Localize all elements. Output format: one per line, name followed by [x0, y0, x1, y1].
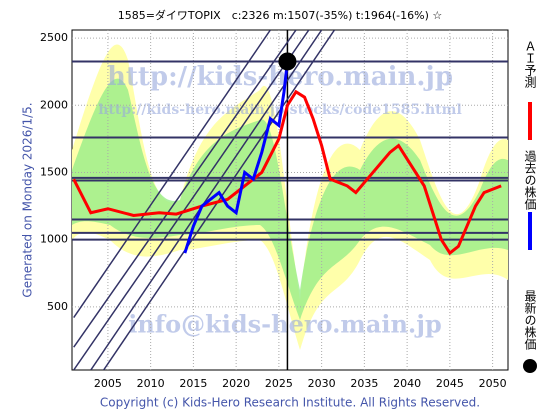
x-tick-label: 2025: [265, 377, 293, 390]
trend-line: [73, 30, 297, 348]
trend-line: [73, 30, 271, 319]
legend-label: 最新の株価: [523, 290, 537, 350]
copyright: Copyright (c) Kids-Hero Research Institu…: [100, 396, 480, 410]
y-tick-label: 2000: [40, 98, 68, 111]
x-tick-label: 2005: [94, 377, 122, 390]
x-tick-label: 2035: [350, 377, 378, 390]
x-tick-label: 2050: [479, 377, 507, 390]
legend-label: ＡＩ予測: [523, 40, 537, 89]
x-tick-label: 2020: [222, 377, 250, 390]
series-line: [72, 89, 502, 256]
bands: [72, 44, 508, 351]
y-tick-label: 1000: [40, 233, 68, 246]
y-tick-label: 500: [47, 300, 68, 313]
x-tick-label: 2030: [308, 377, 336, 390]
x-tick-label: 2015: [179, 377, 207, 390]
y-tick-label: 2500: [40, 31, 68, 44]
plot-lines: [72, 30, 508, 370]
x-tick-label: 2045: [436, 377, 464, 390]
chart-title: 1585=ダイワTOPIX c:2326 m:1507(-35%) t:1964…: [118, 8, 443, 22]
watermark: info@kids-hero.main.jp: [128, 310, 442, 339]
x-tick-label: 2010: [137, 377, 165, 390]
trend-line: [103, 30, 336, 370]
side-note: Generated on Monday 2026/1/5.: [21, 102, 35, 297]
legend-label: 過去の株価: [523, 150, 537, 210]
legend-swatch: [523, 359, 537, 373]
series-line: [183, 61, 289, 254]
watermark: http://kids-hero.main.jp: [107, 62, 453, 92]
latest-point: [278, 52, 297, 71]
y-tick-label: 1500: [40, 165, 68, 178]
x-tick-label: 2040: [393, 377, 421, 390]
trend-line: [73, 30, 310, 370]
